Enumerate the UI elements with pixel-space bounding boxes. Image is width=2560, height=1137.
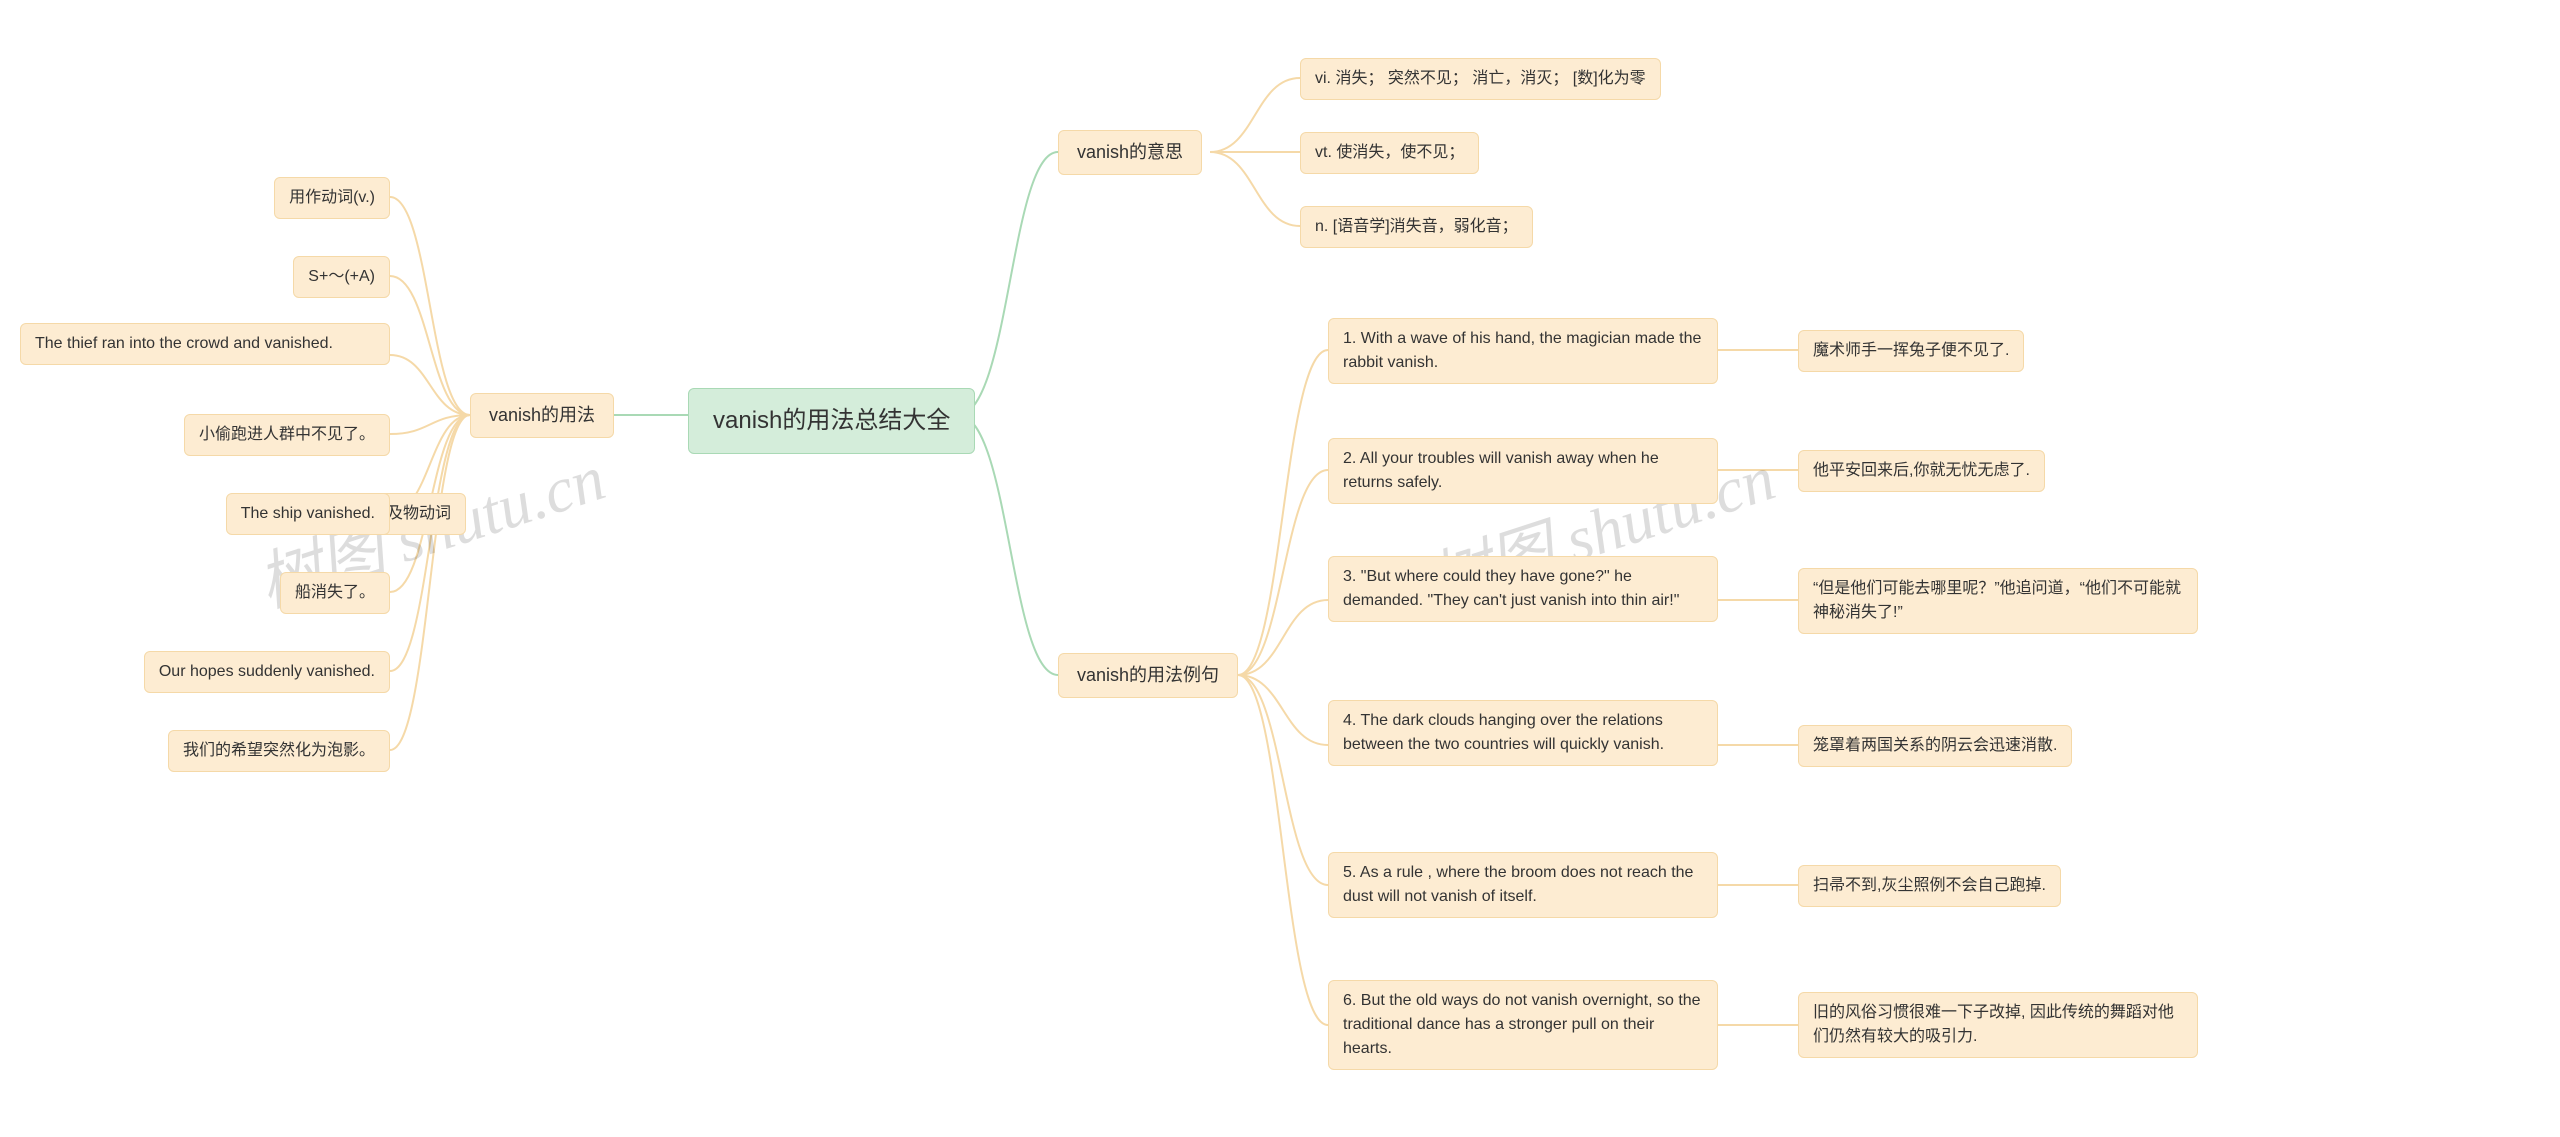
example-zh-1-text: 他平安回来后,你就无忧无虑了.: [1813, 459, 2030, 483]
example-en-1-text: 2. All your troubles will vanish away wh…: [1343, 447, 1703, 495]
root-label: vanish的用法总结大全: [713, 403, 950, 439]
usage-leaf-4: The ship vanished.: [226, 493, 390, 535]
example-en-5-text: 6. But the old ways do not vanish overni…: [1343, 989, 1703, 1061]
branch-meaning: vanish的意思: [1058, 130, 1202, 175]
usage-leaf-5: 船消失了。: [280, 572, 390, 614]
example-en-5: 6. But the old ways do not vanish overni…: [1328, 980, 1718, 1070]
example-en-0-text: 1. With a wave of his hand, the magician…: [1343, 327, 1703, 375]
example-zh-0-text: 魔术师手一挥兔子便不见了.: [1813, 339, 2009, 363]
usage-leaf-2: The thief ran into the crowd and vanishe…: [20, 323, 390, 365]
usage-leaf-0: 用作动词(v.): [274, 177, 390, 219]
example-zh-3-text: 笼罩着两国关系的阴云会迅速消散.: [1813, 734, 2057, 758]
usage-leaf-1: S+～(+A): [293, 256, 390, 298]
meaning-leaf-0: vi. 消失； 突然不见； 消亡，消灭； [数]化为零: [1300, 58, 1661, 100]
example-zh-5: 旧的风俗习惯很难一下子改掉, 因此传统的舞蹈对他们仍然有较大的吸引力.: [1798, 992, 2198, 1058]
usage-leaf-1-text: S+～(+A): [308, 265, 375, 289]
usage-leaf-7-text: 我们的希望突然化为泡影。: [183, 739, 375, 763]
example-zh-2: “但是他们可能去哪里呢？”他追问道，“他们不可能就神秘消失了!”: [1798, 568, 2198, 634]
meaning-leaf-2: n. [语音学]消失音，弱化音；: [1300, 206, 1533, 248]
branch-examples-label: vanish的用法例句: [1077, 662, 1219, 689]
usage-leaf-6-text: Our hopes suddenly vanished.: [159, 660, 375, 684]
meaning-leaf-1-text: vt. 使消失，使不见；: [1315, 141, 1464, 165]
usage-leaf-7: 我们的希望突然化为泡影。: [168, 730, 390, 772]
example-en-3-text: 4. The dark clouds hanging over the rela…: [1343, 709, 1703, 757]
example-zh-5-text: 旧的风俗习惯很难一下子改掉, 因此传统的舞蹈对他们仍然有较大的吸引力.: [1813, 1001, 2183, 1049]
meaning-leaf-2-text: n. [语音学]消失音，弱化音；: [1315, 215, 1518, 239]
branch-usage: vanish的用法: [470, 393, 614, 438]
branch-examples: vanish的用法例句: [1058, 653, 1238, 698]
example-en-2: 3. "But where could they have gone?" he …: [1328, 556, 1718, 622]
example-zh-2-text: “但是他们可能去哪里呢？”他追问道，“他们不可能就神秘消失了!”: [1813, 577, 2183, 625]
example-en-4-text: 5. As a rule , where the broom does not …: [1343, 861, 1703, 909]
example-zh-1: 他平安回来后,你就无忧无虑了.: [1798, 450, 2045, 492]
example-zh-4-text: 扫帚不到,灰尘照例不会自己跑掉.: [1813, 874, 2046, 898]
usage-leaf-4-text: The ship vanished.: [241, 502, 375, 526]
example-zh-4: 扫帚不到,灰尘照例不会自己跑掉.: [1798, 865, 2061, 907]
usage-leaf-3: 小偷跑进人群中不见了。: [184, 414, 390, 456]
usage-leaf-6: Our hopes suddenly vanished.: [144, 651, 390, 693]
usage-leaf-0-text: 用作动词(v.): [289, 186, 375, 210]
example-en-3: 4. The dark clouds hanging over the rela…: [1328, 700, 1718, 766]
branch-usage-label: vanish的用法: [489, 402, 595, 429]
example-en-2-text: 3. "But where could they have gone?" he …: [1343, 565, 1703, 613]
example-zh-0: 魔术师手一挥兔子便不见了.: [1798, 330, 2024, 372]
example-en-1: 2. All your troubles will vanish away wh…: [1328, 438, 1718, 504]
example-en-0: 1. With a wave of his hand, the magician…: [1328, 318, 1718, 384]
branch-meaning-label: vanish的意思: [1077, 139, 1183, 166]
meaning-leaf-1: vt. 使消失，使不见；: [1300, 132, 1479, 174]
root-node: vanish的用法总结大全: [688, 388, 975, 454]
example-en-4: 5. As a rule , where the broom does not …: [1328, 852, 1718, 918]
example-zh-3: 笼罩着两国关系的阴云会迅速消散.: [1798, 725, 2072, 767]
meaning-leaf-0-text: vi. 消失； 突然不见； 消亡，消灭； [数]化为零: [1315, 67, 1646, 91]
usage-leaf-3-text: 小偷跑进人群中不见了。: [199, 423, 375, 447]
usage-leaf-2-text: The thief ran into the crowd and vanishe…: [35, 332, 333, 356]
usage-leaf-5-text: 船消失了。: [295, 581, 375, 605]
